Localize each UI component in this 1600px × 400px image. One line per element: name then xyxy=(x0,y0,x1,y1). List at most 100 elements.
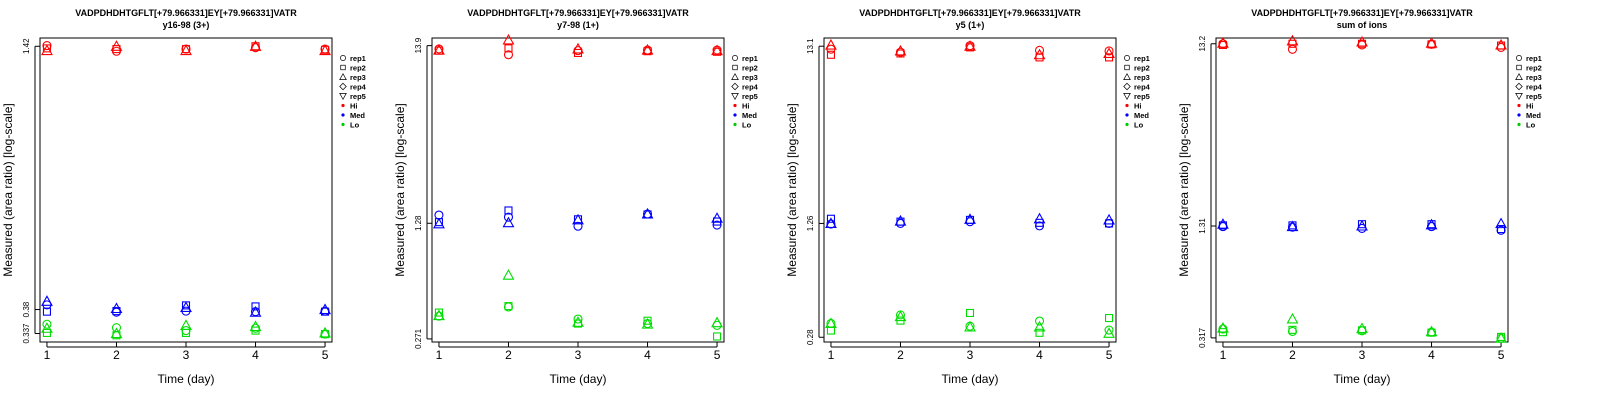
data-point-med-rep3 xyxy=(319,303,331,315)
data-point-med-rep3 xyxy=(641,207,654,219)
data-point-med-rep3 xyxy=(249,306,262,317)
legend-marker-lo xyxy=(733,122,737,127)
chart-panel-4: VADPDHDHTGFLT[+79.966331]EY[+79.966331]V… xyxy=(1177,8,1543,386)
data-point-lo-rep3 xyxy=(180,319,192,330)
legend-marker-med xyxy=(733,113,737,117)
data-point-hi-rep2 xyxy=(826,50,836,59)
data-point-med-rep3 xyxy=(1495,217,1507,229)
legend-label: rep4 xyxy=(350,83,367,92)
data-point-med-rep3 xyxy=(180,301,192,313)
y-axis-label: Measured (area ratio) [log-scale] xyxy=(785,103,799,276)
legend-label: rep5 xyxy=(742,92,758,101)
data-point-lo-rep3 xyxy=(1356,322,1368,334)
data-point-lo-rep3 xyxy=(1217,321,1229,333)
data-point-lo-rep2 xyxy=(965,308,975,318)
data-point-hi-rep3 xyxy=(825,38,837,50)
data-point-med-rep3 xyxy=(110,302,123,314)
y-tick-label: 0.38 xyxy=(22,301,31,317)
x-tick-label: 2 xyxy=(1289,348,1296,362)
y-tick-label: 1.28 xyxy=(414,215,423,231)
legend-label: Lo xyxy=(1134,121,1144,130)
x-tick-label: 4 xyxy=(1428,348,1435,362)
x-tick-label: 2 xyxy=(505,348,512,362)
data-point-lo-rep2 xyxy=(826,326,836,335)
data-point-hi-rep2 xyxy=(1288,39,1297,48)
data-point-lo-rep3 xyxy=(1425,325,1438,337)
data-point-lo-rep3 xyxy=(249,320,262,332)
chart-title: VADPDHDHTGFLT[+79.966331]EY[+79.966331]V… xyxy=(859,8,1081,18)
y-tick-label: 0.317 xyxy=(1198,327,1207,348)
legend-marker-rep3 xyxy=(1515,73,1523,80)
data-point-med-rep3 xyxy=(1356,219,1368,231)
data-point-med-rep1 xyxy=(503,212,514,222)
data-point-med-rep3 xyxy=(1425,218,1438,230)
data-point-lo-rep2 xyxy=(181,328,191,337)
data-point-hi-rep3 xyxy=(1356,35,1368,47)
data-point-lo-rep3 xyxy=(825,317,837,329)
data-point-hi-rep3 xyxy=(110,40,123,51)
data-point-lo-rep3 xyxy=(110,327,123,339)
data-point-med-rep3 xyxy=(894,214,907,226)
legend-label: rep3 xyxy=(742,73,758,82)
y-tick-label: 13.2 xyxy=(1198,35,1207,51)
legend-label: Med xyxy=(350,111,365,120)
data-point-hi-rep3 xyxy=(1033,48,1046,60)
legend-label: rep1 xyxy=(1526,54,1542,63)
chart-subtitle: y7-98 (1+) xyxy=(557,20,599,30)
data-point-med-rep3 xyxy=(711,212,723,223)
data-point-lo-rep2 xyxy=(643,316,652,325)
legend-marker-med xyxy=(341,113,345,117)
legend-label: rep4 xyxy=(1526,83,1543,92)
legend-marker-rep4 xyxy=(1123,82,1131,91)
plot-area xyxy=(431,37,725,343)
data-point-hi-rep3 xyxy=(319,44,331,56)
data-point-lo-rep3 xyxy=(319,326,331,338)
data-point-lo-rep2 xyxy=(1035,328,1044,337)
legend-marker-rep4 xyxy=(1515,82,1523,91)
data-point-med-rep3 xyxy=(1217,218,1229,229)
legend-marker-rep1 xyxy=(340,55,346,61)
y-tick-label: 0.28 xyxy=(806,329,815,345)
chart-subtitle: y5 (1+) xyxy=(956,20,985,30)
legend-label: rep5 xyxy=(350,92,366,101)
data-point-hi-rep3 xyxy=(1217,37,1229,48)
legend-label: Lo xyxy=(1526,121,1536,130)
data-point-med-rep2 xyxy=(712,217,722,226)
data-point-hi-rep3 xyxy=(1286,34,1299,46)
data-point-med-rep3 xyxy=(1286,220,1299,232)
data-point-med-rep2 xyxy=(1496,225,1506,234)
data-point-med-rep2 xyxy=(112,307,121,316)
chart-title: VADPDHDHTGFLT[+79.966331]EY[+79.966331]V… xyxy=(75,8,297,18)
data-point-med-rep1 xyxy=(573,221,583,231)
legend-marker-rep2 xyxy=(732,64,738,71)
legend-marker-rep1 xyxy=(1124,55,1130,61)
data-point-lo-rep2 xyxy=(712,332,722,341)
data-point-lo-rep3 xyxy=(41,322,53,333)
data-point-med-rep3 xyxy=(964,213,976,224)
legend-label: Lo xyxy=(742,121,752,130)
data-point-med-rep1 xyxy=(826,219,836,229)
legend-marker-rep5 xyxy=(731,93,739,100)
legend-marker-rep5 xyxy=(1515,93,1523,100)
data-point-hi-rep3 xyxy=(433,43,445,55)
legend-marker-hi xyxy=(1125,103,1129,108)
plot-area xyxy=(823,37,1117,343)
data-point-med-rep3 xyxy=(1033,212,1046,224)
legend-marker-rep3 xyxy=(339,73,347,80)
legend-marker-rep1 xyxy=(732,55,738,61)
data-point-hi-rep1 xyxy=(111,46,122,56)
data-point-lo-rep3 xyxy=(1286,312,1299,324)
legend-label: rep4 xyxy=(742,83,759,92)
legend-label: rep3 xyxy=(1526,73,1542,82)
data-point-hi-rep3 xyxy=(711,44,723,56)
data-point-med-rep2 xyxy=(504,206,513,215)
legend-label: rep5 xyxy=(1526,92,1542,101)
legend-marker-rep5 xyxy=(339,93,347,100)
chart-panel-2: VADPDHDHTGFLT[+79.966331]EY[+79.966331]V… xyxy=(393,8,759,386)
legend-marker-rep5 xyxy=(1123,93,1131,100)
legend-marker-lo xyxy=(1125,122,1129,127)
